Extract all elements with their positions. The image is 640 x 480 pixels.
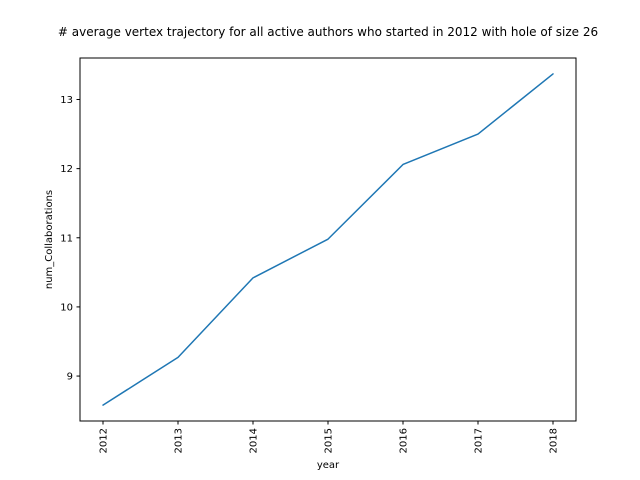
y-tick-label: 11 — [60, 233, 73, 244]
x-axis-label: year — [317, 460, 340, 471]
x-tick-label: 2012 — [99, 428, 110, 453]
y-tick-label: 9 — [67, 372, 73, 383]
x-tick-label: 2017 — [474, 428, 485, 453]
y-tick-label: 13 — [60, 95, 73, 106]
y-tick-label: 12 — [60, 164, 73, 175]
series-layer — [102, 73, 554, 406]
x-tick-label: 2013 — [174, 428, 185, 453]
x-tick-label: 2014 — [249, 428, 260, 453]
y-axis-ticks: 9 10 11 12 13 — [60, 95, 80, 383]
x-tick-label: 2018 — [549, 428, 560, 453]
x-tick-label: 2016 — [399, 428, 410, 453]
x-tick-label: 2015 — [324, 428, 335, 453]
chart-title: # average vertex trajectory for all acti… — [58, 25, 598, 39]
x-axis-ticks: 2012 2013 2014 2015 2016 2017 2018 — [99, 421, 560, 453]
y-tick-label: 10 — [60, 302, 73, 313]
plot-frame — [79, 57, 577, 422]
y-axis-label: num_Collaborations — [44, 190, 55, 289]
